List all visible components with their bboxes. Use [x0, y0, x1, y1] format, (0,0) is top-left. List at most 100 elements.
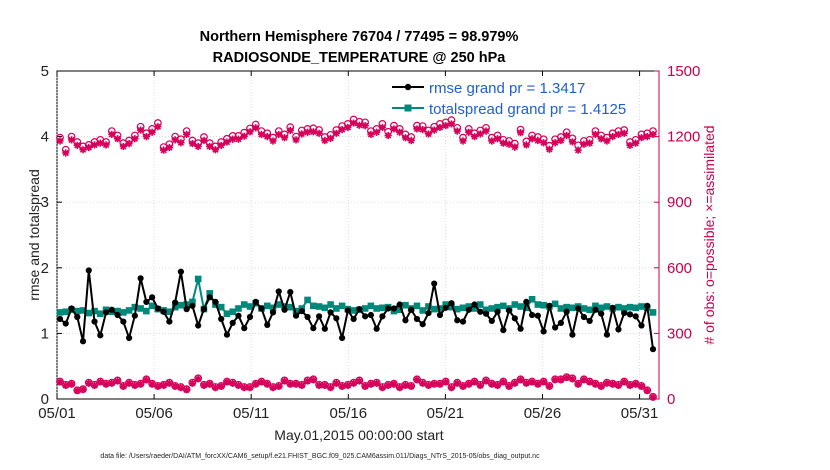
x-axis-ticks: 05/01 05/06 05/11 05/16 05/21 05/26 05/31	[38, 71, 658, 422]
rmse-point	[189, 302, 196, 309]
totalspread-point	[534, 301, 542, 308]
obs-assimilated-point	[424, 130, 433, 138]
rmse-point	[79, 338, 87, 345]
totalspread-point	[442, 301, 450, 308]
obs-bottom-assimilated-point	[396, 384, 404, 392]
totalspread-point	[436, 305, 444, 312]
obs-assimilated-point	[470, 133, 479, 141]
rmse-point	[379, 313, 386, 320]
legend-spread-marker	[404, 104, 412, 112]
rmse-point	[603, 331, 611, 338]
totalspread-point	[373, 305, 380, 312]
totalspread-point	[476, 301, 484, 308]
obs-bottom-assimilated-point	[355, 377, 363, 385]
obs-bottom-assimilated-point	[384, 381, 392, 390]
obs-assimilated-point	[252, 124, 260, 132]
obs-assimilated-point	[67, 136, 76, 144]
totalspread-point	[292, 307, 300, 315]
obs-bottom-assimilated-point	[476, 381, 484, 390]
obs-bottom-assimilated-point	[465, 380, 473, 388]
obs-bottom-assimilated-point	[108, 379, 116, 387]
totalspread-point	[482, 306, 490, 314]
obs-assimilated-point	[447, 120, 456, 128]
rmse-point	[621, 309, 628, 317]
obs-bottom-assimilated-point	[298, 381, 306, 390]
obs-bottom-assimilated-point	[303, 377, 312, 385]
obs-assimilated-point	[597, 135, 605, 143]
y-axis-label-left: rmse and totalspread	[26, 169, 42, 301]
obs-bottom-assimilated-point	[338, 382, 346, 390]
obs-assimilated-point	[326, 134, 335, 142]
obs-assimilated-point	[102, 141, 110, 149]
obs-assimilated-point	[183, 130, 191, 139]
totalspread-point	[217, 303, 225, 311]
obs-bottom-assimilated-point	[85, 379, 93, 387]
obs-assimilated-point	[591, 130, 600, 139]
rmse-point	[149, 294, 156, 301]
obs-bottom-assimilated-point	[344, 381, 352, 390]
obs-assimilated-point	[453, 127, 461, 135]
legend-rmse-marker	[404, 83, 412, 91]
rmse-point	[292, 312, 300, 319]
totalspread-point	[413, 302, 421, 310]
rmse-point	[523, 298, 530, 306]
rmse-point	[102, 309, 110, 316]
totalspread-point	[229, 308, 237, 316]
obs-assimilated-point	[637, 134, 646, 142]
totalspread-point	[177, 301, 185, 309]
rmse-point	[310, 325, 317, 332]
rmse-point	[177, 268, 185, 275]
rmse-point	[241, 325, 248, 332]
obs-assimilated-point	[257, 130, 266, 139]
rmse-point	[85, 267, 92, 274]
rmse-point	[235, 312, 242, 319]
obs-assimilated-point	[321, 136, 329, 145]
obs-bottom-assimilated-point	[442, 378, 450, 386]
obs-assimilated-point	[200, 136, 208, 145]
obs-bottom-assimilated-point	[102, 380, 110, 388]
obs-assimilated-point	[465, 128, 473, 136]
obs-count-series	[56, 115, 657, 401]
obs-bottom-assimilated-point	[96, 378, 104, 386]
rmse-point	[143, 298, 150, 306]
totalspread-point	[419, 307, 427, 314]
obs-assimilated-point	[609, 133, 617, 141]
obs-bottom-assimilated-point	[160, 381, 168, 390]
rmse-point	[638, 322, 645, 329]
rmse-point	[339, 334, 346, 342]
totalspread-point	[97, 310, 104, 318]
totalspread-point	[56, 309, 64, 316]
obs-assimilated-point	[246, 128, 254, 136]
totalspread-point	[321, 304, 329, 312]
totalspread-point	[453, 305, 461, 313]
obs-bottom-assimilated-point	[90, 381, 99, 390]
obs-bottom-assimilated-point	[614, 381, 623, 390]
totalspread-point	[569, 304, 576, 312]
rmse-point	[419, 321, 426, 328]
totalspread-point	[511, 301, 519, 308]
obs-bottom-assimilated-point	[407, 382, 415, 390]
totalspread-point	[523, 304, 530, 312]
rmse-point	[212, 298, 219, 306]
obs-assimilated-point	[125, 139, 133, 148]
obs-assimilated-point	[131, 135, 139, 143]
rmse-point	[160, 308, 167, 315]
obs-assimilated-point	[459, 137, 467, 145]
obs-assimilated-point	[390, 125, 398, 133]
obs-bottom-assimilated-point	[119, 382, 127, 390]
totalspread-point	[615, 303, 622, 311]
obs-bottom-assimilated-point	[430, 380, 438, 388]
obs-bottom-assimilated-point	[326, 384, 335, 392]
y-tick-label-right: 0	[667, 391, 675, 408]
rmse-point	[315, 313, 323, 320]
rmse-point	[281, 306, 288, 313]
rmse-point	[229, 319, 236, 327]
rmse-point	[459, 318, 467, 325]
obs-assimilated-point	[488, 137, 496, 145]
obs-bottom-assimilated-point	[315, 381, 323, 390]
obs-assimilated-point	[194, 142, 202, 151]
obs-assimilated-point	[90, 141, 99, 149]
obs-assimilated-point	[396, 128, 404, 136]
obs-assimilated-point	[206, 142, 214, 151]
